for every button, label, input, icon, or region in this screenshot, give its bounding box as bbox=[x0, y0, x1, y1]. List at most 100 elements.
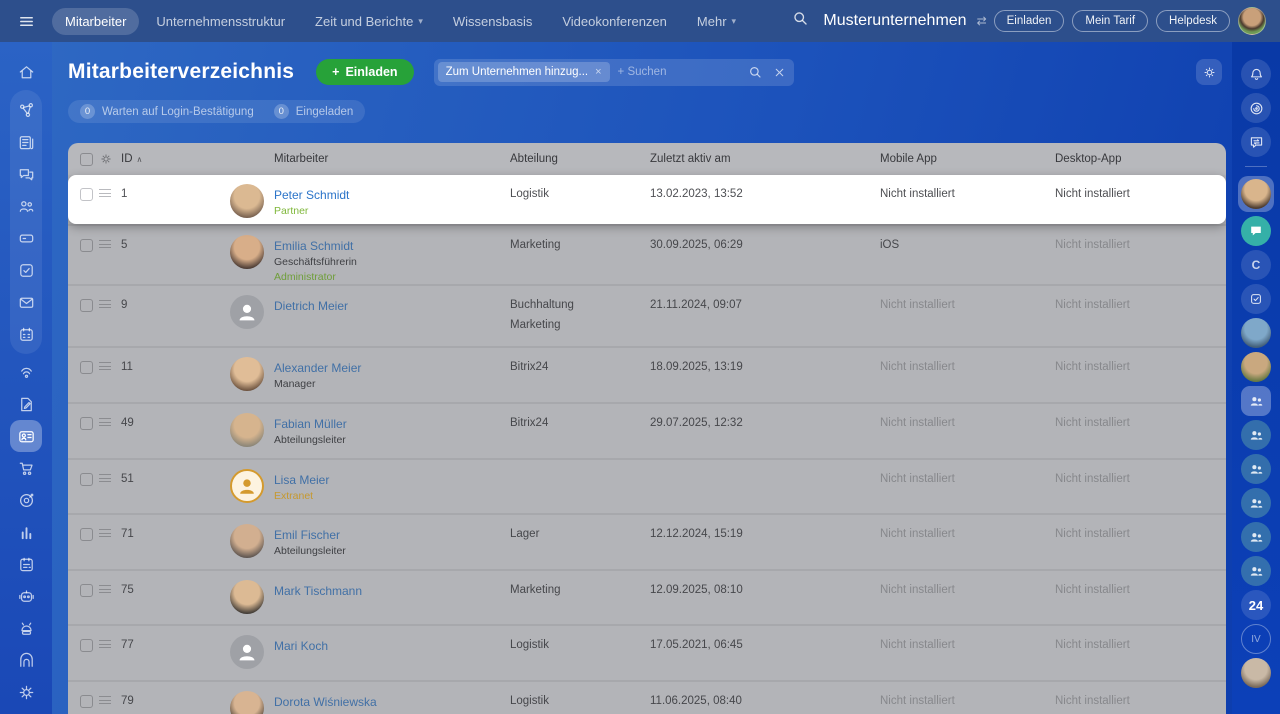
column-mobile-app[interactable]: Mobile App bbox=[880, 153, 937, 165]
nav-item-mehr[interactable]: Mehr ▾ bbox=[696, 13, 737, 29]
employee-name-link[interactable]: Mari Koch bbox=[274, 639, 329, 653]
row-menu-icon[interactable] bbox=[99, 460, 121, 482]
column-desktop-app[interactable]: Desktop-App bbox=[1055, 153, 1122, 165]
nav-item-videokonferenzen[interactable]: Videokonferenzen bbox=[562, 13, 667, 29]
filter-bar[interactable]: Zum Unternehmen hinzug... × bbox=[433, 58, 794, 86]
user-avatar[interactable] bbox=[1238, 7, 1266, 35]
table-row[interactable]: 1 Peter Schmidt Partner Logistik 13.02.2023,… bbox=[68, 175, 1226, 224]
initials-badge[interactable]: IV bbox=[1241, 624, 1271, 654]
nav-item-mitarbeiter[interactable]: Mitarbeiter bbox=[52, 7, 140, 35]
row-checkbox[interactable] bbox=[80, 639, 93, 652]
grid-settings-button[interactable] bbox=[1196, 59, 1222, 85]
table-row[interactable]: 71 Emil Fischer Abteilungsleiter Lager 12.12… bbox=[68, 515, 1226, 571]
employee-name-link[interactable]: Emilia Schmidt bbox=[274, 239, 354, 253]
people-icon[interactable] bbox=[10, 190, 42, 222]
select-all-checkbox[interactable] bbox=[80, 152, 93, 166]
employee-name-link[interactable]: Fabian Müller bbox=[274, 417, 347, 431]
row-checkbox[interactable] bbox=[80, 695, 93, 708]
messenger-icon[interactable] bbox=[1241, 127, 1271, 157]
filter-chip[interactable]: Zum Unternehmen hinzug... × bbox=[437, 62, 610, 82]
invite-topbar-button[interactable]: Einladen bbox=[993, 10, 1065, 32]
counter-warten-auf-login-best-tigung[interactable]: 0 Warten auf Login-Bestätigung bbox=[80, 104, 254, 119]
android-icon[interactable] bbox=[10, 612, 42, 644]
table-row[interactable]: 75 Mark Tischmann Marketing 12.09.2025, 08:… bbox=[68, 571, 1226, 626]
my-plan-button[interactable]: Mein Tarif bbox=[1072, 10, 1149, 32]
broadcast-icon[interactable] bbox=[10, 356, 42, 388]
header-gear-icon[interactable] bbox=[99, 150, 121, 169]
search-icon[interactable] bbox=[748, 65, 763, 80]
row-menu-icon[interactable] bbox=[99, 348, 121, 370]
cart-icon[interactable] bbox=[10, 452, 42, 484]
invite-button[interactable]: + Einladen bbox=[316, 59, 414, 85]
chat-letter[interactable]: C bbox=[1241, 250, 1271, 280]
employee-name-link[interactable]: Dietrich Meier bbox=[274, 299, 349, 313]
row-menu-icon[interactable] bbox=[99, 515, 121, 537]
document-sign-icon[interactable] bbox=[10, 388, 42, 420]
row-checkbox[interactable] bbox=[80, 299, 93, 312]
column-last-active[interactable]: Zuletzt aktiv am bbox=[650, 153, 731, 165]
row-menu-icon[interactable] bbox=[99, 404, 121, 426]
nav-item-unternehmensstruktur[interactable]: Unternehmensstruktur bbox=[156, 13, 286, 29]
employee-name-link[interactable]: Alexander Meier bbox=[274, 361, 362, 375]
nav-item-wissensbasis[interactable]: Wissensbasis bbox=[452, 13, 533, 29]
search-input[interactable] bbox=[609, 66, 748, 78]
clear-filter-icon[interactable] bbox=[773, 66, 786, 79]
drive-icon[interactable] bbox=[10, 222, 42, 254]
employee-name-link[interactable]: Emil Fischer bbox=[274, 528, 341, 542]
settings-icon[interactable] bbox=[10, 676, 42, 708]
company-settings-icon[interactable]: ⇄ bbox=[976, 14, 987, 28]
column-id[interactable]: ID ∧ bbox=[121, 153, 143, 165]
row-menu-icon[interactable] bbox=[99, 175, 121, 197]
chart-icon[interactable] bbox=[10, 516, 42, 548]
row-checkbox[interactable] bbox=[80, 473, 93, 486]
hamburger-menu-icon[interactable] bbox=[0, 12, 52, 31]
mail-icon[interactable] bbox=[10, 286, 42, 318]
notifications-bell-icon[interactable] bbox=[1241, 59, 1271, 89]
id-card-icon[interactable] bbox=[10, 420, 42, 452]
network-icon[interactable] bbox=[10, 94, 42, 126]
group-chat-icon[interactable] bbox=[1241, 454, 1271, 484]
row-checkbox[interactable] bbox=[80, 188, 93, 201]
row-menu-icon[interactable] bbox=[99, 571, 121, 593]
tasks-chat-icon[interactable] bbox=[1241, 284, 1271, 314]
group-chat-icon[interactable] bbox=[1241, 488, 1271, 518]
calendar-icon[interactable] bbox=[10, 318, 42, 350]
chat-icon[interactable] bbox=[10, 158, 42, 190]
nav-item-zeit-und-berichte[interactable]: Zeit und Berichte ▾ bbox=[315, 13, 423, 29]
storage-icon[interactable] bbox=[10, 644, 42, 676]
employee-name-link[interactable]: Peter Schmidt bbox=[274, 188, 350, 202]
chip-remove-icon[interactable]: × bbox=[595, 66, 602, 78]
planner-icon[interactable] bbox=[10, 548, 42, 580]
table-row[interactable]: 51 Lisa Meier Extranet Nicht installiert Nic… bbox=[68, 460, 1226, 515]
recent-chat-avatar[interactable] bbox=[1238, 176, 1274, 212]
helpdesk-button[interactable]: Helpdesk bbox=[1156, 10, 1230, 32]
home-icon[interactable] bbox=[10, 56, 42, 88]
support-24-badge[interactable]: 24 bbox=[1241, 590, 1271, 620]
row-menu-icon[interactable] bbox=[99, 286, 121, 308]
company-name[interactable]: Musterunternehmen bbox=[823, 12, 967, 29]
chat-avatar[interactable] bbox=[1241, 318, 1271, 348]
cat-avatar[interactable] bbox=[1241, 658, 1271, 688]
row-checkbox[interactable] bbox=[80, 417, 93, 430]
table-row[interactable]: 79 Dorota Wiśniewska Logistik 11.06.2025, 0… bbox=[68, 682, 1226, 714]
robot-icon[interactable] bbox=[10, 580, 42, 612]
group-chat-icon[interactable] bbox=[1241, 386, 1271, 416]
row-checkbox[interactable] bbox=[80, 584, 93, 597]
group-chat-icon[interactable] bbox=[1241, 556, 1271, 586]
group-chat-icon[interactable] bbox=[1241, 522, 1271, 552]
counter-eingeladen[interactable]: 0 Eingeladen bbox=[273, 104, 353, 119]
search-icon[interactable] bbox=[792, 10, 809, 32]
copilot-icon[interactable] bbox=[1241, 93, 1271, 123]
table-row[interactable]: 77 Mari Koch Logistik 17.05.2021, 06:45 Nich… bbox=[68, 626, 1226, 682]
column-person[interactable]: Mitarbeiter bbox=[274, 153, 329, 165]
employee-name-link[interactable]: Mark Tischmann bbox=[274, 584, 363, 598]
table-row[interactable]: 49 Fabian Müller Abteilungsleiter Bitrix24 2… bbox=[68, 404, 1226, 460]
group-chat-icon[interactable] bbox=[1241, 420, 1271, 450]
row-menu-icon[interactable] bbox=[99, 682, 121, 704]
table-row[interactable]: 5 Emilia Schmidt Geschäftsführerin Administ… bbox=[68, 224, 1226, 286]
chat-bubble-icon[interactable] bbox=[1241, 216, 1271, 246]
row-checkbox[interactable] bbox=[80, 239, 93, 252]
employee-name-link[interactable]: Dorota Wiśniewska bbox=[274, 695, 377, 709]
table-row[interactable]: 11 Alexander Meier Manager Bitrix24 18.09.20… bbox=[68, 348, 1226, 404]
row-menu-icon[interactable] bbox=[99, 626, 121, 648]
